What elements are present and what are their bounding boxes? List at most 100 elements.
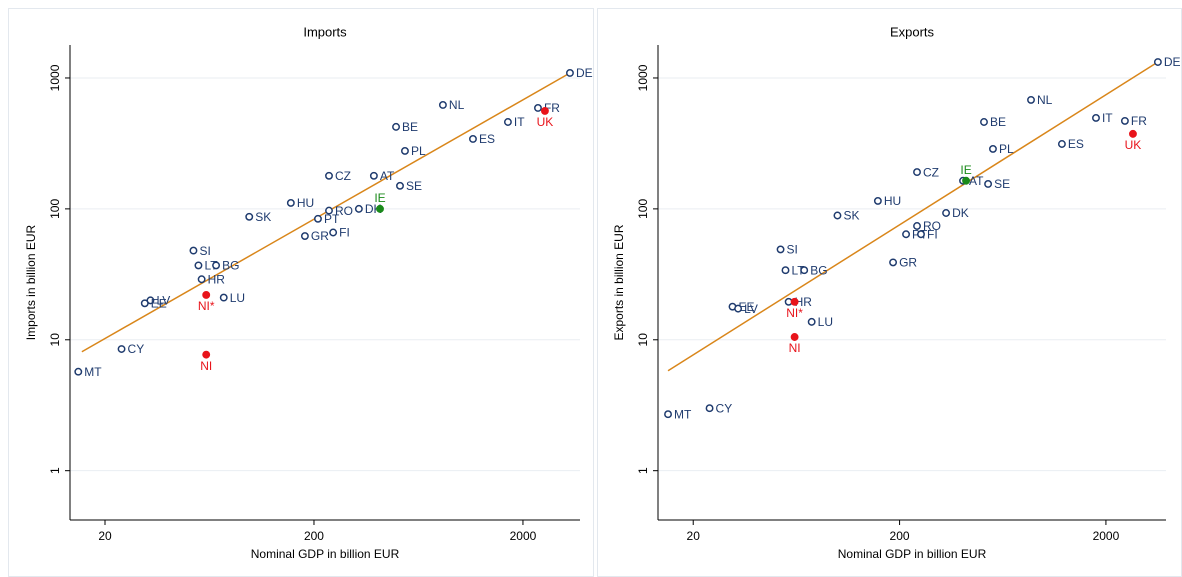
point [194, 261, 203, 270]
point [781, 266, 790, 275]
point [300, 232, 309, 241]
point-label: ES [479, 132, 495, 146]
point-label: IE [960, 163, 971, 177]
x-axis-label: Nominal GDP in billion EUR [838, 547, 987, 561]
point-label: FI [339, 226, 350, 240]
point [800, 266, 809, 275]
point-label: CZ [335, 169, 351, 183]
y-tick-label: 1000 [48, 64, 62, 91]
point-label: DE [1164, 55, 1181, 69]
point-label: HU [884, 194, 901, 208]
point [1057, 140, 1066, 148]
y-tick-label: 1 [636, 467, 650, 474]
point-label: AT [380, 169, 395, 183]
point [705, 404, 714, 413]
x-tick-label: 2000 [1093, 529, 1120, 543]
point [902, 230, 911, 239]
panel-frame [597, 8, 1182, 577]
point [376, 204, 384, 213]
point-label: NI [200, 359, 212, 373]
point [917, 230, 925, 239]
point [913, 168, 921, 177]
x-tick-label: 20 [98, 529, 112, 543]
point-label: AT [969, 174, 984, 188]
trend-line [667, 61, 1159, 372]
point-label: IT [1102, 111, 1113, 125]
point [74, 367, 83, 376]
point [354, 204, 363, 213]
y-axis-label: Exports in billion EUR [612, 224, 626, 340]
point-label: BG [222, 259, 239, 273]
point-label: HR [795, 295, 813, 309]
y-tick-label: 1 [48, 467, 62, 474]
point [1120, 116, 1129, 125]
point [286, 198, 295, 207]
point-label: LT [791, 263, 805, 277]
point [189, 246, 198, 255]
point [833, 211, 842, 220]
point [989, 144, 997, 153]
point [664, 410, 672, 419]
point [566, 69, 574, 77]
point [540, 106, 549, 115]
point [325, 206, 333, 215]
chart-title: Exports [890, 24, 935, 39]
point [790, 333, 799, 341]
point-label: NI* [198, 299, 215, 313]
point-label: SK [843, 209, 859, 223]
x-tick-label: 200 [890, 529, 910, 543]
y-tick-label: 1000 [636, 64, 650, 91]
x-tick-label: 20 [687, 529, 701, 543]
point [140, 299, 149, 308]
y-axis-label: Imports in billion EUR [24, 224, 38, 340]
point-label: CY [716, 401, 733, 415]
point [401, 147, 409, 155]
point-label: HR [208, 272, 226, 286]
point [913, 222, 921, 230]
y-tick-label: 10 [636, 333, 650, 347]
point-label: SK [255, 210, 271, 224]
point [984, 180, 993, 188]
point-label: EE [738, 300, 754, 314]
point [807, 317, 816, 326]
panel-frame [8, 8, 594, 577]
point-label: PT [324, 212, 340, 226]
point-label: SI [199, 244, 210, 258]
point-label: BE [402, 120, 418, 134]
point-label: DK [952, 206, 969, 220]
point [873, 196, 882, 205]
point [534, 104, 542, 112]
y-tick-label: 10 [48, 333, 62, 347]
point-label: UK [1125, 138, 1142, 152]
point [1027, 95, 1035, 104]
point-label: DE [576, 66, 593, 80]
chart-title: Imports [303, 24, 347, 39]
point-label: MT [84, 365, 102, 379]
x-tick-label: 200 [304, 529, 324, 543]
point [197, 275, 206, 284]
point-label: NL [1037, 93, 1053, 107]
point [1128, 129, 1137, 138]
point [202, 291, 211, 299]
point [889, 258, 898, 267]
point-label: NI [789, 341, 801, 355]
point-label: HU [297, 196, 314, 210]
point-label: FI [927, 227, 938, 241]
x-axis-label: Nominal GDP in billion EUR [251, 547, 400, 561]
point-label: GR [899, 256, 917, 270]
point-label: BE [990, 115, 1006, 129]
point [202, 350, 211, 359]
point-label: MT [674, 407, 692, 421]
point [245, 212, 254, 221]
point-label: LV [744, 302, 758, 316]
point-label: GR [311, 229, 329, 243]
point-label: PL [999, 142, 1014, 156]
point-label: ES [1068, 137, 1084, 151]
point-label: LV [156, 294, 170, 308]
point [212, 261, 221, 270]
point-label: IT [514, 115, 525, 129]
y-tick-label: 100 [636, 199, 650, 219]
point [776, 245, 785, 254]
